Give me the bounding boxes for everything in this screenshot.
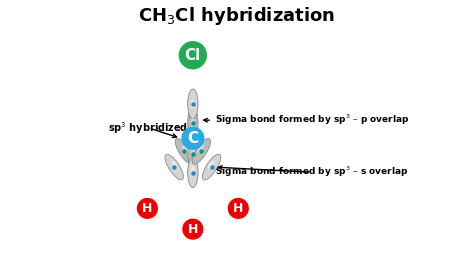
Circle shape [183, 219, 203, 239]
Ellipse shape [188, 89, 198, 119]
Ellipse shape [172, 161, 178, 169]
Text: Cl: Cl [185, 48, 201, 63]
Circle shape [228, 199, 248, 218]
Text: Sigma bond formed by sp$^3$ – p overlap: Sigma bond formed by sp$^3$ – p overlap [204, 113, 410, 127]
Ellipse shape [191, 165, 195, 175]
Circle shape [182, 127, 204, 149]
Ellipse shape [191, 118, 195, 127]
Text: H: H [188, 223, 198, 236]
Ellipse shape [175, 139, 194, 164]
Text: sp$^3$ hybridized: sp$^3$ hybridized [109, 120, 189, 138]
Ellipse shape [198, 145, 204, 153]
Ellipse shape [188, 139, 198, 169]
Text: C: C [187, 131, 199, 146]
Text: H: H [233, 202, 244, 215]
Text: CH$_3$Cl hybridization: CH$_3$Cl hybridization [138, 5, 336, 27]
Circle shape [137, 199, 157, 218]
Text: H: H [142, 202, 153, 215]
Ellipse shape [182, 145, 188, 153]
Ellipse shape [191, 147, 195, 156]
Ellipse shape [191, 99, 195, 108]
Text: Sigma bond formed by sp$^3$ – s overlap: Sigma bond formed by sp$^3$ – s overlap [215, 165, 408, 180]
Ellipse shape [165, 154, 183, 180]
Ellipse shape [192, 139, 210, 164]
Circle shape [179, 42, 206, 69]
Ellipse shape [188, 158, 198, 188]
Ellipse shape [202, 154, 221, 180]
Ellipse shape [208, 161, 214, 169]
Ellipse shape [188, 108, 198, 138]
